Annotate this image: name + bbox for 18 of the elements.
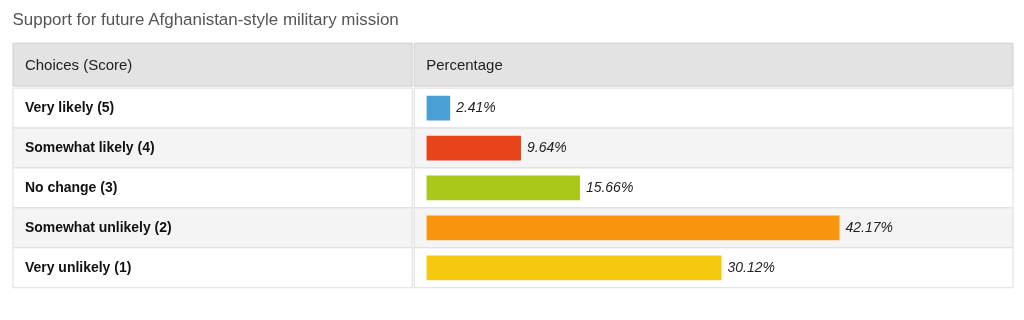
- bar: [426, 255, 722, 281]
- y-tick-label: Somewhat unlikely (2): [24, 218, 172, 235]
- data-label: 15.66%: [585, 178, 634, 195]
- bar: [426, 215, 840, 241]
- bar: [426, 95, 451, 121]
- data-label: 9.64%: [526, 139, 567, 155]
- bar: [426, 175, 580, 201]
- data-label: 42.17%: [845, 218, 893, 235]
- bar: [426, 135, 521, 161]
- text: Support for future Afghanistan-style military mission: [12, 9, 399, 29]
- y-axis-title: Choices (Score): [24, 55, 133, 73]
- data-label: 2.41%: [455, 99, 496, 116]
- data-label: 30.12%: [727, 258, 775, 275]
- y-tick-label: Very unlikely (1): [24, 258, 132, 275]
- x-axis-title: Percentage: [426, 55, 503, 73]
- y-tick-label: Very likely (5): [24, 99, 115, 116]
- y-tick-label: No change (3): [24, 178, 118, 195]
- y-tick-label: Somewhat likely (4): [24, 139, 155, 155]
